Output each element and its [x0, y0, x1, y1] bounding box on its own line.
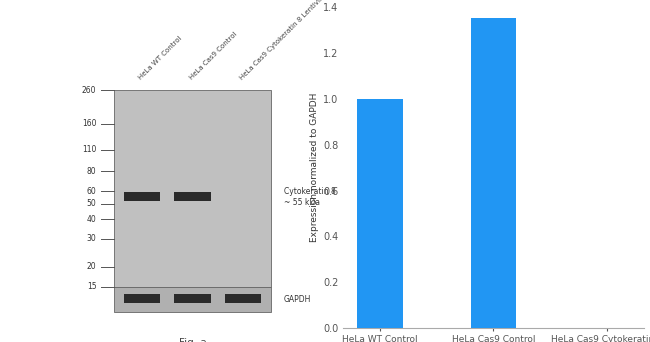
Bar: [114, 287, 271, 312]
Text: 80: 80: [87, 167, 96, 176]
Text: 60: 60: [86, 187, 96, 196]
Text: Fig. a: Fig. a: [179, 338, 207, 342]
Text: 15: 15: [87, 282, 96, 291]
Bar: [174, 294, 211, 303]
Text: 110: 110: [82, 145, 96, 154]
Bar: [357, 99, 402, 328]
Bar: [124, 192, 161, 201]
Text: 260: 260: [82, 86, 96, 95]
Text: Cytokeratin 8
~ 55 kDa: Cytokeratin 8 ~ 55 kDa: [284, 187, 335, 207]
Bar: [225, 294, 261, 303]
Text: 160: 160: [82, 119, 96, 128]
Text: HeLa Cas9 Cytokeratin 8 Lentiviral sgRNA: HeLa Cas9 Cytokeratin 8 Lentiviral sgRNA: [239, 0, 346, 81]
Bar: [174, 192, 211, 201]
Bar: [114, 90, 271, 287]
Y-axis label: Expression normalized to GAPDH: Expression normalized to GAPDH: [310, 93, 319, 242]
Bar: [124, 294, 161, 303]
Text: 20: 20: [87, 262, 96, 271]
Text: 30: 30: [86, 234, 96, 244]
Text: HeLa Cas9 Control: HeLa Cas9 Control: [188, 31, 238, 81]
Bar: [471, 18, 516, 328]
Text: 40: 40: [86, 214, 96, 224]
Text: GAPDH: GAPDH: [284, 295, 311, 304]
Text: HeLa WT Control: HeLa WT Control: [138, 35, 183, 81]
Text: 50: 50: [86, 199, 96, 208]
